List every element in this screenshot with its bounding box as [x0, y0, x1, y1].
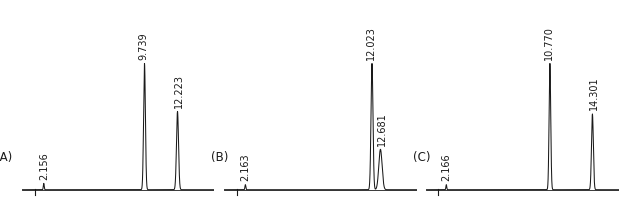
- Text: 9.739: 9.739: [138, 32, 148, 60]
- Text: 10.770: 10.770: [544, 26, 554, 60]
- Text: 12.023: 12.023: [366, 26, 376, 60]
- Text: 12.223: 12.223: [174, 74, 184, 108]
- Text: 12.681: 12.681: [377, 112, 387, 145]
- Text: 2.163: 2.163: [240, 153, 251, 181]
- Text: (A): (A): [0, 151, 12, 164]
- Text: 14.301: 14.301: [588, 77, 598, 110]
- Text: (C): (C): [413, 151, 430, 164]
- Text: 2.166: 2.166: [442, 153, 452, 181]
- Text: (B): (B): [210, 151, 228, 164]
- Text: 2.156: 2.156: [39, 152, 49, 180]
